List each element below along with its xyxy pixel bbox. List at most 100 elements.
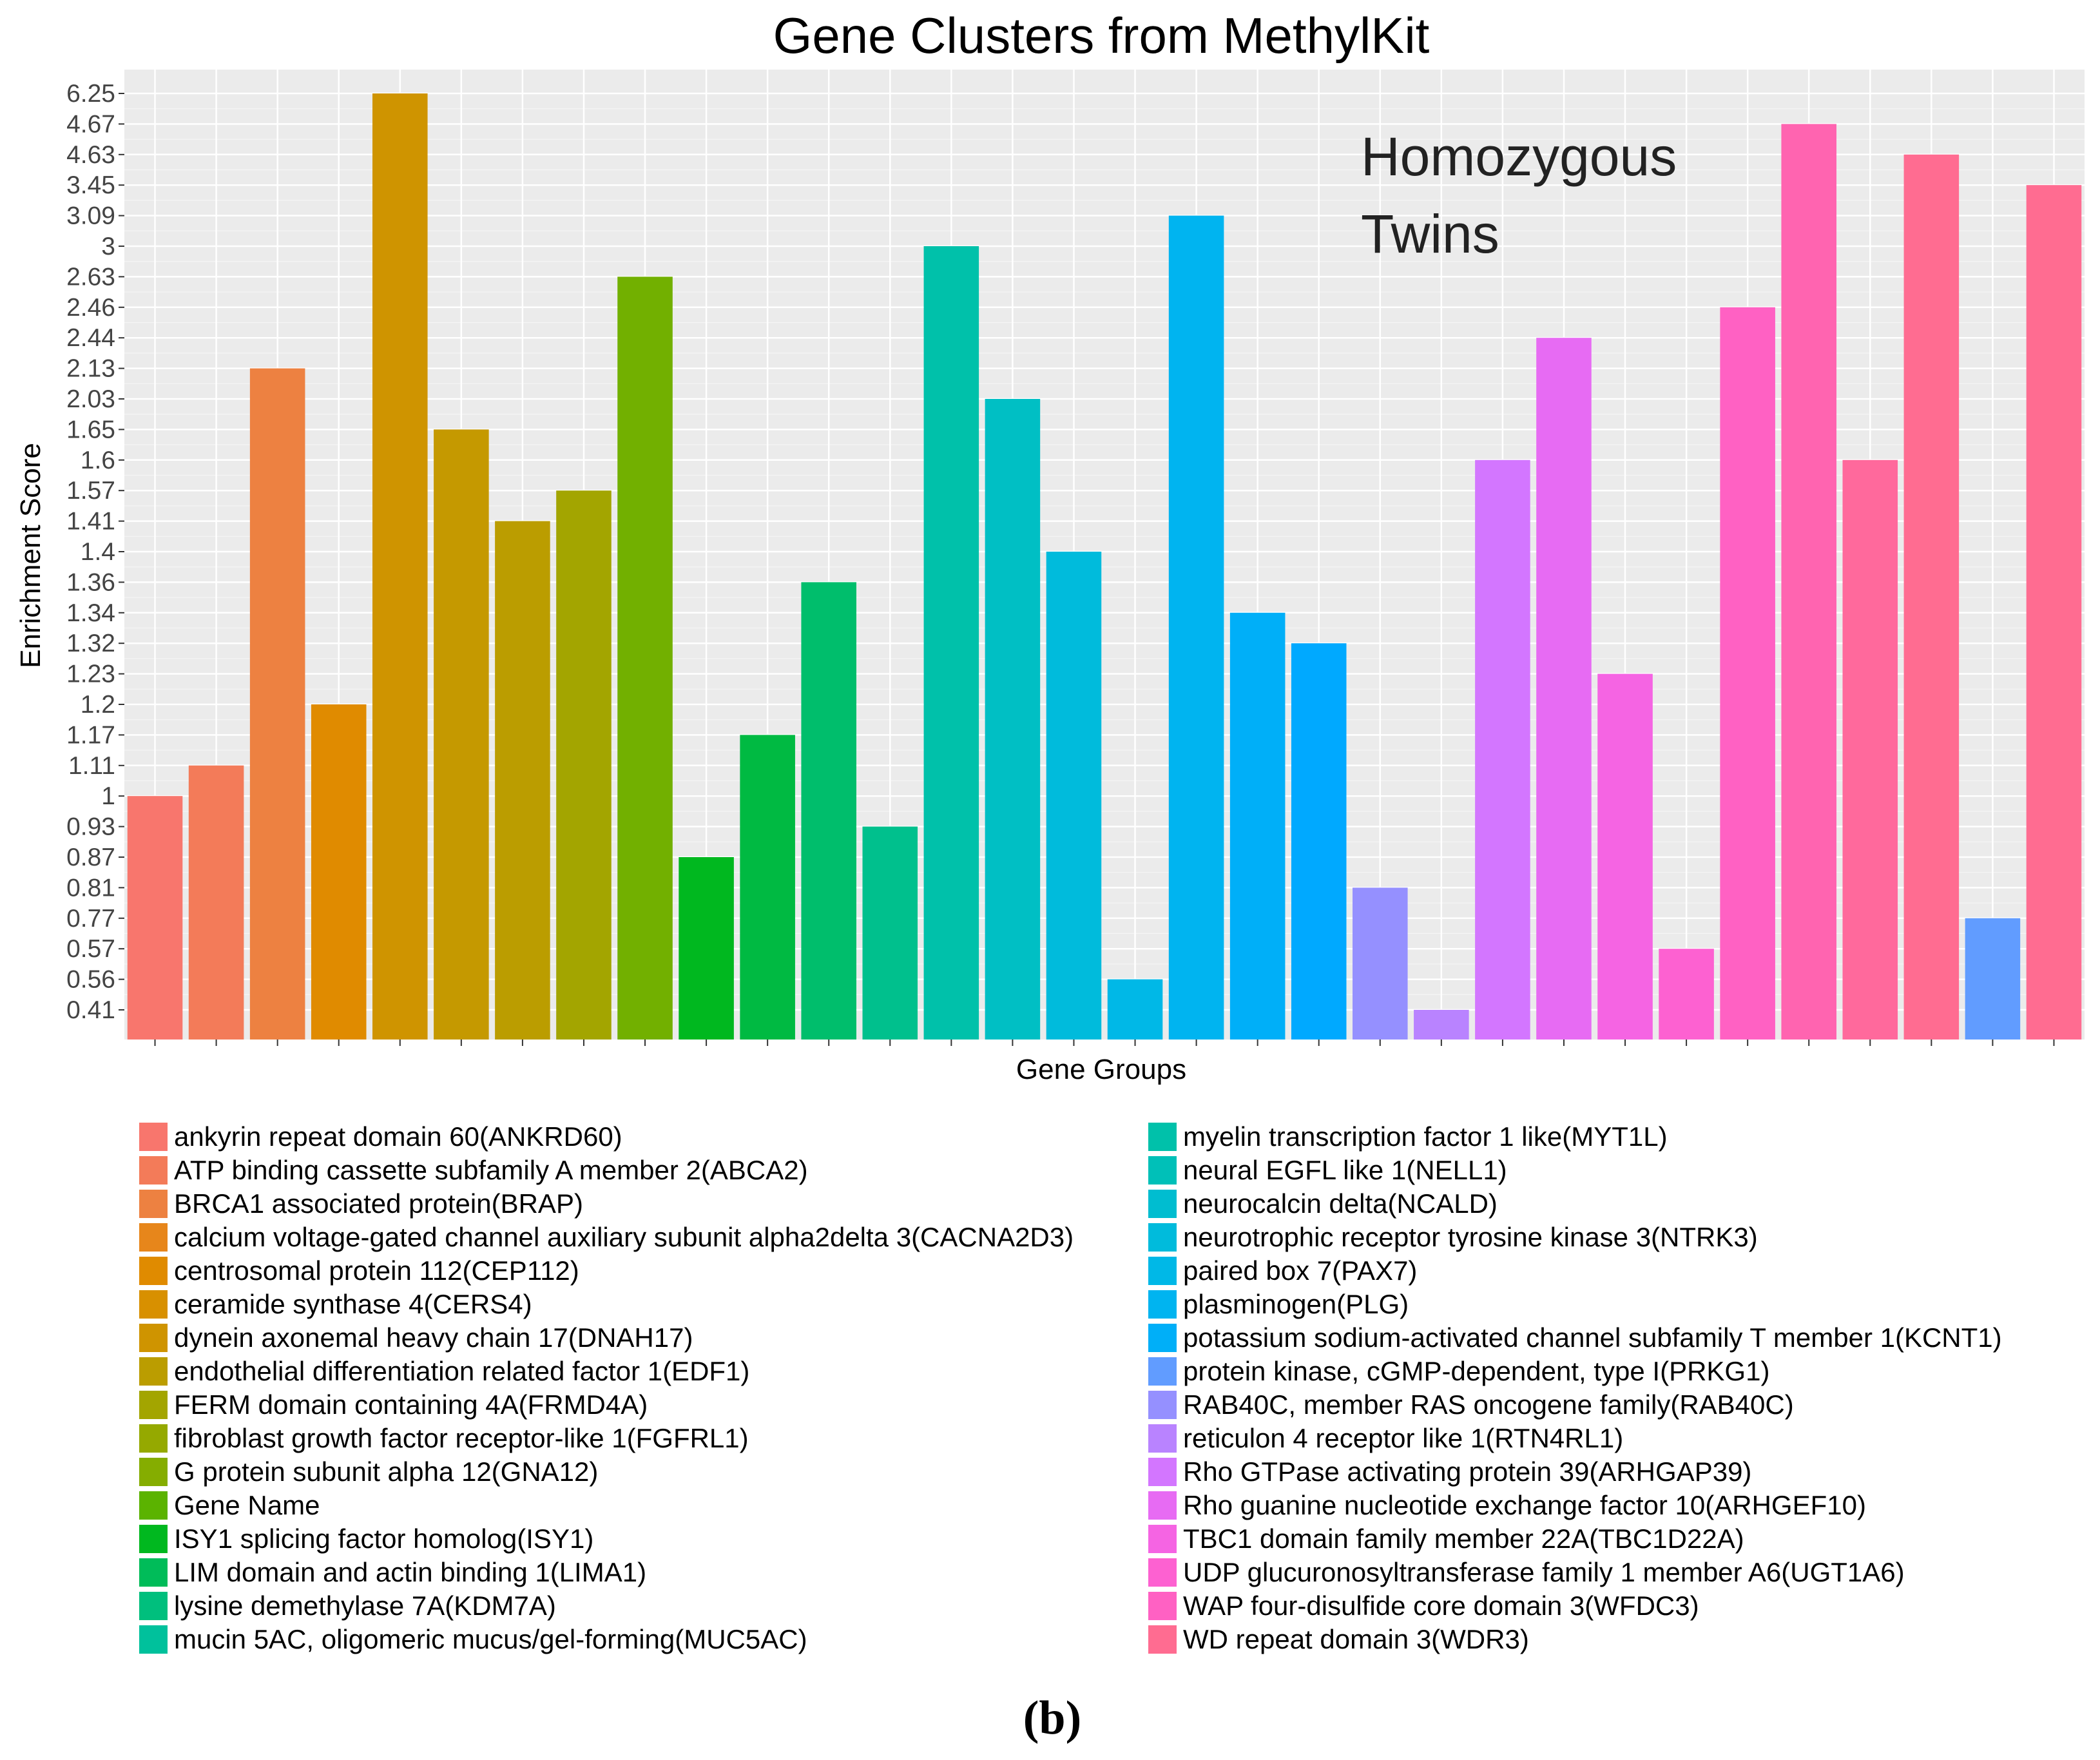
x-axis — [154, 1040, 2055, 1046]
legend-label: Rho guanine nucleotide exchange factor 1… — [1183, 1490, 1866, 1520]
y-tick-label: 0.77 — [66, 905, 115, 933]
legend-label: FERM domain containing 4A(FRMD4A) — [174, 1389, 648, 1420]
legend-label: lysine demethylase 7A(KDM7A) — [174, 1591, 556, 1621]
y-axis-label: Enrichment Score — [15, 443, 46, 668]
bar — [556, 490, 612, 1040]
legend-item: myelin transcription factor 1 like(MYT1L… — [1148, 1121, 1668, 1152]
x-axis-label: Gene Groups — [1016, 1054, 1186, 1085]
legend-swatch — [139, 1424, 168, 1453]
legend-swatch — [1148, 1525, 1177, 1553]
annotation-line-2: Twins — [1361, 204, 1499, 264]
legend-item: ISY1 splicing factor homolog(ISY1) — [139, 1523, 593, 1554]
legend-swatch — [1148, 1290, 1177, 1319]
bar — [1597, 673, 1653, 1040]
legend-item: LIM domain and actin binding 1(LIMA1) — [139, 1557, 646, 1587]
legend-label: ATP binding cassette subfamily A member … — [174, 1155, 808, 1185]
y-tick-label: 1.36 — [66, 568, 115, 596]
legend-label: neural EGFL like 1(NELL1) — [1183, 1155, 1507, 1185]
bar — [740, 735, 795, 1040]
bar — [1903, 154, 1960, 1040]
y-tick-label: 0.57 — [66, 935, 115, 963]
legend-item: WD repeat domain 3(WDR3) — [1148, 1624, 1529, 1654]
y-tick-label: 1.57 — [66, 477, 115, 505]
y-tick-label: 3 — [101, 233, 115, 260]
legend-swatch — [139, 1156, 168, 1185]
annotation-line-1: Homozygous — [1361, 126, 1677, 187]
bar — [495, 521, 550, 1040]
legend-label: reticulon 4 receptor like 1(RTN4RL1) — [1183, 1423, 1623, 1453]
legend-label: RAB40C, member RAS oncogene family(RAB40… — [1183, 1389, 1794, 1420]
legend-item: mucin 5AC, oligomeric mucus/gel-forming(… — [139, 1624, 807, 1654]
y-tick-label: 1.41 — [66, 508, 115, 536]
legend-label: Gene Name — [174, 1490, 320, 1520]
chart-title: Gene Clusters from MethylKit — [773, 7, 1430, 64]
legend-swatch — [139, 1391, 168, 1419]
legend-label: WD repeat domain 3(WDR3) — [1183, 1624, 1529, 1654]
y-tick-label: 1.6 — [81, 447, 115, 474]
y-tick-label: 2.44 — [66, 324, 115, 352]
bar — [127, 796, 183, 1040]
legend-swatch — [139, 1458, 168, 1486]
legend-label: G protein subunit alpha 12(GNA12) — [174, 1456, 598, 1487]
legend-item: neurocalcin delta(NCALD) — [1148, 1188, 1498, 1219]
legend-swatch — [139, 1290, 168, 1319]
legend-swatch — [1148, 1424, 1177, 1453]
legend-swatch — [1148, 1558, 1177, 1587]
legend-item: WAP four-disulfide core domain 3(WFDC3) — [1148, 1591, 1699, 1621]
legend-item: centrosomal protein 112(CEP112) — [139, 1255, 579, 1286]
bar — [1229, 612, 1286, 1040]
y-tick-label: 3.09 — [66, 202, 115, 230]
legend-swatch — [1148, 1491, 1177, 1520]
y-tick-label: 0.87 — [66, 844, 115, 871]
legend: ankyrin repeat domain 60(ANKRD60)ATP bin… — [139, 1121, 2002, 1654]
legend-label: paired box 7(PAX7) — [1183, 1255, 1417, 1286]
legend-swatch — [1148, 1123, 1177, 1151]
legend-item: Gene Name — [139, 1490, 320, 1520]
legend-swatch — [1148, 1190, 1177, 1218]
legend-label: protein kinase, cGMP-dependent, type I(P… — [1183, 1356, 1769, 1386]
bar — [923, 246, 979, 1040]
bar — [1168, 215, 1224, 1040]
legend-swatch — [139, 1525, 168, 1553]
legend-item: ATP binding cassette subfamily A member … — [139, 1155, 808, 1185]
y-tick-label: 2.63 — [66, 263, 115, 291]
bar — [862, 826, 918, 1040]
y-tick-label: 6.25 — [66, 80, 115, 108]
legend-label: neurocalcin delta(NCALD) — [1183, 1188, 1498, 1219]
legend-swatch — [139, 1324, 168, 1352]
y-tick-label: 0.81 — [66, 874, 115, 902]
legend-item: calcium voltage-gated channel auxiliary … — [139, 1222, 1074, 1252]
y-tick-label: 1 — [101, 782, 115, 810]
bar — [1720, 307, 1775, 1040]
bar — [1046, 552, 1102, 1040]
legend-swatch — [1148, 1324, 1177, 1352]
y-tick-label: 0.56 — [66, 966, 115, 994]
legend-swatch — [139, 1625, 168, 1654]
legend-item: neural EGFL like 1(NELL1) — [1148, 1155, 1507, 1185]
legend-swatch — [139, 1491, 168, 1520]
legend-swatch — [139, 1223, 168, 1252]
legend-label: ISY1 splicing factor homolog(ISY1) — [174, 1523, 593, 1554]
legend-item: neurotrophic receptor tyrosine kinase 3(… — [1148, 1222, 1758, 1252]
bar — [1842, 459, 1898, 1040]
y-tick-label: 1.32 — [66, 630, 115, 657]
legend-swatch — [139, 1123, 168, 1151]
legend-swatch — [1148, 1458, 1177, 1486]
legend-swatch — [139, 1357, 168, 1386]
legend-item: paired box 7(PAX7) — [1148, 1255, 1417, 1286]
bar — [1414, 1010, 1469, 1040]
y-tick-label: 1.65 — [66, 416, 115, 443]
figure-caption: (b) — [1023, 1692, 1081, 1745]
legend-label: mucin 5AC, oligomeric mucus/gel-forming(… — [174, 1624, 807, 1654]
legend-label: WAP four-disulfide core domain 3(WFDC3) — [1183, 1591, 1699, 1621]
bar — [2026, 185, 2082, 1040]
y-tick-label: 1.23 — [66, 661, 115, 688]
bar — [1536, 338, 1592, 1040]
y-tick-label: 2.13 — [66, 355, 115, 383]
legend-item: Rho GTPase activating protein 39(ARHGAP3… — [1148, 1456, 1751, 1487]
legend-item: UDP glucuronosyltransferase family 1 mem… — [1148, 1557, 1905, 1587]
y-tick-label: 4.63 — [66, 141, 115, 169]
bar — [617, 276, 673, 1040]
bar — [1781, 124, 1836, 1040]
